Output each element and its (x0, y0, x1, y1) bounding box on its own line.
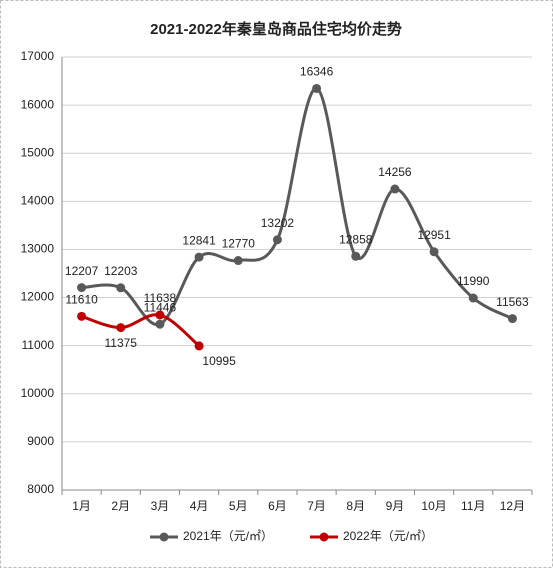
y-tick-label: 17000 (21, 49, 55, 63)
data-point (155, 310, 165, 320)
legend-marker (159, 532, 169, 542)
data-label: 16346 (300, 65, 334, 79)
data-label: 11375 (105, 336, 138, 350)
data-label: 10995 (202, 354, 236, 368)
y-tick-label: 8000 (27, 482, 54, 496)
x-tick-label: 6月 (268, 499, 287, 513)
legend-label: 2022年（元/㎡） (343, 529, 433, 543)
data-label: 11446 (144, 300, 177, 314)
data-point (194, 252, 204, 262)
x-tick-label: 12月 (500, 499, 525, 513)
x-tick-label: 5月 (229, 499, 248, 513)
data-point (429, 247, 439, 257)
data-point (233, 256, 243, 266)
x-tick-label: 1月 (72, 499, 91, 513)
data-point (155, 319, 165, 329)
chart-title: 2021-2022年秦皇岛商品住宅均价走势 (150, 20, 402, 38)
data-label: 14256 (378, 165, 412, 179)
x-tick-label: 10月 (421, 499, 446, 513)
data-point (116, 323, 126, 333)
data-point (77, 311, 87, 321)
data-point (194, 341, 204, 351)
data-label: 12770 (222, 237, 256, 251)
y-tick-label: 13000 (21, 242, 55, 256)
legend-label: 2021年（元/㎡） (183, 529, 273, 543)
data-point (116, 283, 126, 293)
y-tick-label: 9000 (27, 434, 54, 448)
data-label: 13202 (261, 216, 295, 230)
data-label: 12207 (65, 264, 99, 278)
x-tick-label: 4月 (190, 499, 209, 513)
data-point (507, 314, 517, 324)
x-tick-label: 9月 (386, 499, 405, 513)
data-label: 11563 (496, 295, 529, 309)
y-tick-label: 15000 (21, 145, 55, 159)
data-label: 12203 (104, 264, 138, 278)
x-tick-label: 2月 (111, 499, 130, 513)
data-point (77, 283, 87, 293)
data-label: 11638 (144, 291, 177, 305)
y-tick-label: 16000 (21, 97, 55, 111)
data-point (468, 293, 478, 303)
y-tick-label: 14000 (21, 194, 55, 208)
data-label: 11990 (457, 274, 490, 288)
data-point (390, 184, 400, 194)
data-point (312, 83, 322, 93)
data-label: 12858 (339, 232, 373, 246)
data-point (272, 235, 282, 245)
x-tick-label: 3月 (151, 499, 170, 513)
series-line (81, 313, 201, 348)
x-tick-label: 7月 (307, 499, 326, 513)
x-tick-label: 8月 (346, 499, 365, 513)
y-tick-label: 11000 (22, 338, 55, 352)
data-label: 11610 (65, 292, 98, 306)
data-label: 12951 (417, 228, 451, 242)
y-tick-label: 12000 (21, 290, 55, 304)
legend-marker (319, 532, 329, 542)
data-label: 12841 (182, 233, 216, 247)
data-point (351, 251, 361, 261)
y-tick-label: 10000 (21, 386, 55, 400)
x-tick-label: 11月 (461, 499, 485, 513)
